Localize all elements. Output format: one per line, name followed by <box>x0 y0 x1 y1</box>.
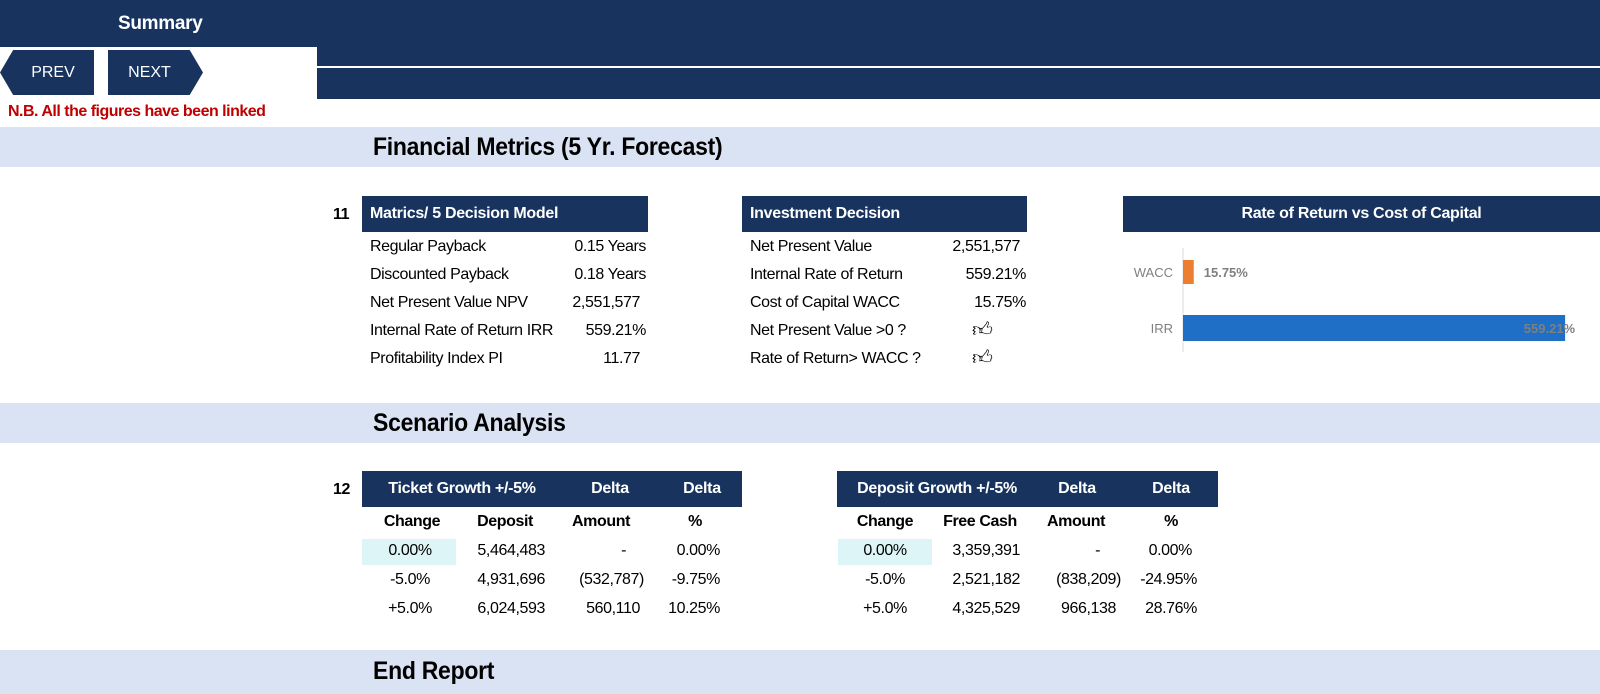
thumbs-up-icon: 👍︎ <box>972 347 993 369</box>
ticket-cell: (532,787) <box>579 571 644 588</box>
deposit-subheader: Amount <box>1046 513 1106 530</box>
metrics-value: 11.77 <box>603 350 640 367</box>
deposit-cell: - <box>1095 542 1100 559</box>
chart-header: Rate of Return vs Cost of Capital <box>1123 196 1600 232</box>
decision-value: 559.21% <box>965 266 1027 283</box>
base-case-highlight <box>838 539 932 565</box>
ticket-table-delta-label: Delta <box>683 480 721 497</box>
ticket-subheader: Deposit <box>477 513 533 530</box>
ticket-cell: 560,110 <box>586 600 640 617</box>
deposit-table-header-label: Deposit Growth +/-5% <box>857 480 1017 497</box>
deposit-cell: (838,209) <box>1056 571 1121 588</box>
decision-value: 15.75% <box>974 294 1026 311</box>
deposit-cell: 28.76% <box>1145 600 1197 617</box>
prev-button[interactable]: PREV <box>0 50 94 95</box>
metrics-label: Net Present Value NPV <box>370 294 528 311</box>
metrics-label: Internal Rate of Return IRR <box>370 322 554 339</box>
deposit-subheader: % <box>1164 513 1178 530</box>
ticket-cell: - <box>621 542 626 559</box>
header-lower-bar <box>317 47 1600 99</box>
investment-decision-header: Investment Decision <box>742 196 1027 232</box>
deposit-table-delta-label: Delta <box>1152 480 1190 497</box>
metrics-value: 0.15 Years <box>574 238 646 255</box>
base-case-highlight <box>362 539 456 565</box>
ticket-table-delta-label: Delta <box>591 480 629 497</box>
deposit-subheader: Free Cash <box>943 513 1017 530</box>
chart-category-label: IRR <box>1151 321 1173 336</box>
metrics-table-header: Matrics/ 5 Decision Model <box>362 196 648 232</box>
section-band-end-report: End Report <box>0 650 1600 694</box>
deposit-table-delta-label: Delta <box>1058 480 1096 497</box>
ticket-cell: 6,024,593 <box>477 600 545 617</box>
deposit-cell: 0.00% <box>863 542 907 559</box>
deposit-cell: 2,521,182 <box>952 571 1020 588</box>
section-band-scenario-analysis: Scenario Analysis <box>0 403 1600 443</box>
ticket-subheader: Amount <box>571 513 631 530</box>
metrics-value: 559.21% <box>585 322 647 339</box>
section-title-scenario-analysis: Scenario Analysis <box>373 409 566 437</box>
section-title-financial-metrics: Financial Metrics (5 Yr. Forecast) <box>373 133 723 161</box>
ticket-cell: -9.75% <box>671 571 721 588</box>
ticket-table-header: Ticket Growth +/-5% Delta Delta <box>362 471 742 507</box>
decision-label: Net Present Value <box>750 238 872 255</box>
ticket-subheader: Change <box>383 513 441 530</box>
prev-button-label: PREV <box>31 63 75 81</box>
next-button[interactable]: NEXT <box>108 50 203 95</box>
ticket-cell: 4,931,696 <box>477 571 545 588</box>
deposit-cell: -5.0% <box>865 571 905 588</box>
deposit-cell: 0.00% <box>1148 542 1193 559</box>
decision-value: 2,551,577 <box>952 238 1020 255</box>
chart-category-label: WACC <box>1134 265 1173 280</box>
ticket-cell: 10.25% <box>668 600 720 617</box>
chart-data-label: 559.21% <box>1524 321 1576 336</box>
deposit-subheader: Change <box>856 513 914 530</box>
scenario-index: 12 <box>333 481 350 498</box>
ticket-subheader: % <box>688 513 702 530</box>
ticket-cell: 0.00% <box>388 542 432 559</box>
metrics-label: Regular Payback <box>370 238 486 255</box>
section-title-end-report: End Report <box>373 657 495 685</box>
metrics-value: 0.18 Years <box>574 266 646 283</box>
decision-label: Rate of Return> WACC ? <box>750 350 921 367</box>
ticket-table-header-label: Ticket Growth +/-5% <box>388 480 536 497</box>
ticket-cell: 0.00% <box>676 542 721 559</box>
metrics-table-header-label: Matrics/ 5 Decision Model <box>370 205 559 222</box>
ticket-cell: -5.0% <box>390 571 430 588</box>
linked-figures-note: N.B. All the figures have been linked <box>8 103 266 120</box>
rate-of-return-chart: WACC 15.75% IRR 559.21% <box>1134 248 1576 352</box>
chart-bar-wacc <box>1183 260 1194 284</box>
metrics-value: 2,551,577 <box>572 294 640 311</box>
metrics-index: 11 <box>333 206 350 223</box>
deposit-cell: 3,359,391 <box>952 542 1020 559</box>
decision-label: Net Present Value >0 ? <box>750 322 906 339</box>
metrics-label: Profitability Index PI <box>370 350 503 367</box>
ticket-cell: 5,464,483 <box>477 542 545 559</box>
investment-decision-header-label: Investment Decision <box>750 205 900 222</box>
metrics-label: Discounted Payback <box>370 266 509 283</box>
chart-data-label: 15.75% <box>1204 265 1249 280</box>
deposit-cell: +5.0% <box>863 600 907 617</box>
header-bar <box>0 0 1600 47</box>
deposit-cell: 4,325,529 <box>952 600 1020 617</box>
deposit-cell: -24.95% <box>1140 571 1197 588</box>
deposit-table-header: Deposit Growth +/-5% Delta Delta <box>837 471 1218 507</box>
chart-title: Rate of Return vs Cost of Capital <box>1241 205 1482 222</box>
deposit-cell: 966,138 <box>1060 600 1116 617</box>
header-divider-line <box>317 66 1600 68</box>
decision-label: Cost of Capital WACC <box>750 294 900 311</box>
ticket-cell: +5.0% <box>388 600 432 617</box>
page-title: Summary <box>118 13 203 34</box>
section-band-financial-metrics: Financial Metrics (5 Yr. Forecast) <box>0 127 1600 167</box>
decision-label: Internal Rate of Return <box>750 266 903 283</box>
chart-bar-irr <box>1183 315 1566 341</box>
next-button-label: NEXT <box>128 63 171 81</box>
thumbs-up-icon: 👍︎ <box>972 319 993 341</box>
